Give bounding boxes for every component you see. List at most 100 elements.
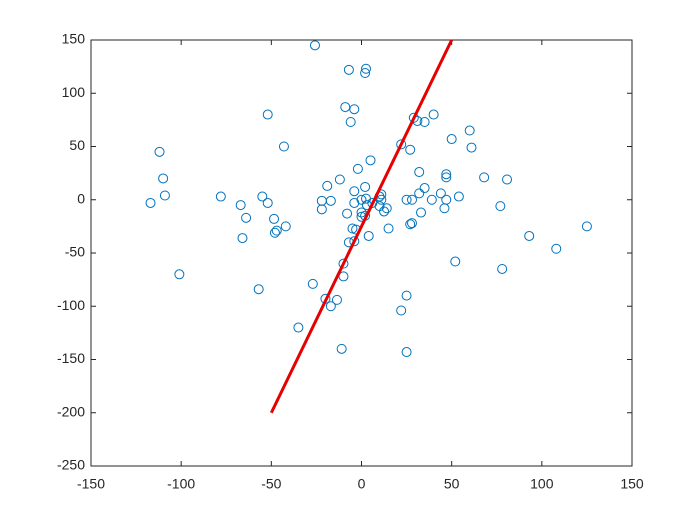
y-tick-label: -50 [65,244,85,260]
data-point [307,278,318,289]
data-point [379,206,390,217]
data-point [416,207,427,218]
data-point [376,194,387,205]
x-tick-label: -100 [167,476,195,492]
data-point [428,109,439,120]
data-point [352,163,363,174]
data-point [280,221,291,232]
data-point [441,172,452,183]
data-point [349,104,360,115]
data-point [419,117,430,128]
data-point [356,194,367,205]
x-tick-label: 100 [530,476,554,492]
data-point [349,186,360,197]
data-point [345,117,356,128]
data-point [446,134,457,145]
data-point [241,212,252,223]
data-point [401,194,412,205]
x-tick-label: -50 [261,476,281,492]
data-point [414,188,425,199]
data-point [381,203,392,214]
data-point [336,343,347,354]
data-point [396,305,407,316]
fit-line [269,39,454,414]
data-point [401,347,412,358]
data-point [269,213,280,224]
data-point [439,203,450,214]
data-point [174,269,185,280]
data-point [361,63,372,74]
data-point [262,197,273,208]
data-point [349,236,360,247]
y-tick-label: -100 [57,297,85,313]
x-tick-label: -150 [77,476,105,492]
data-point [262,109,273,120]
data-point [235,200,246,211]
data-point [338,271,349,282]
data-point [441,169,452,180]
data-point [349,197,360,208]
data-point [154,146,165,157]
data-point [551,243,562,254]
data-point [342,208,353,219]
data-point [479,172,490,183]
data-point [257,191,268,202]
data-point [405,144,416,155]
data-point [309,40,320,51]
data-point [502,174,513,185]
data-point [271,225,282,236]
y-tick-label: -150 [57,350,85,366]
data-point [406,194,417,205]
y-tick-label: 0 [77,190,85,206]
data-point [405,219,416,230]
data-point [158,173,169,184]
data-point [356,207,367,218]
data-point [450,256,461,267]
data-point [322,180,333,191]
data-point [497,263,508,274]
data-point [495,201,506,212]
data-point [293,322,304,333]
data-point [383,223,394,234]
data-point [325,195,336,206]
data-point [159,190,170,201]
data-point [414,167,425,178]
data-point [453,191,464,202]
data-point [237,233,248,244]
data-point [426,194,437,205]
data-point [581,221,592,232]
data-point [365,155,376,166]
data-point [145,197,156,208]
data-point [396,139,407,150]
data-point [316,204,327,215]
data-point [419,183,430,194]
data-point [331,294,342,305]
x-tick-label: 0 [358,476,366,492]
data-point [253,284,264,295]
plot-frame [90,39,633,467]
y-tick-label: -250 [57,457,85,473]
data-point [325,301,336,312]
data-point [464,125,475,136]
data-point [360,68,371,79]
data-point [343,64,354,75]
data-point [435,188,446,199]
data-point [215,191,226,202]
x-tick-label: 150 [620,476,644,492]
data-point [269,227,280,238]
data-point [524,230,535,241]
data-point [401,290,412,301]
data-point [278,141,289,152]
y-tick-label: 50 [69,137,85,153]
x-tick-label: 50 [444,476,460,492]
data-point [408,112,419,123]
data-point [360,181,371,192]
y-tick-label: -200 [57,403,85,419]
y-tick-label: 150 [62,31,86,47]
data-point [334,174,345,185]
data-point [338,258,349,269]
data-point [363,230,374,241]
y-tick-label: 100 [62,84,86,100]
data-point [406,218,417,229]
